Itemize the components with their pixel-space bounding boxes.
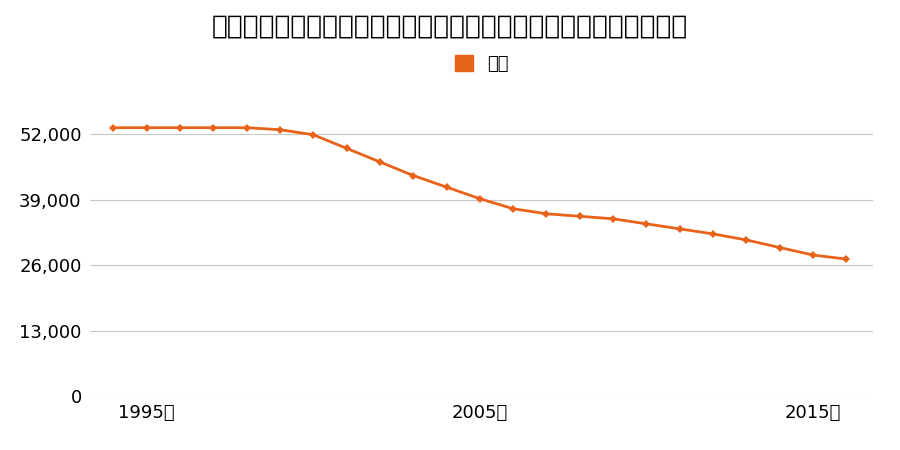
Legend: 価格: 価格 bbox=[454, 54, 508, 73]
Text: 岐阜県不破郡関ケ原町大字関ケ原字広畑３１６６番１０の地価推移: 岐阜県不破郡関ケ原町大字関ケ原字広畑３１６６番１０の地価推移 bbox=[212, 14, 688, 40]
